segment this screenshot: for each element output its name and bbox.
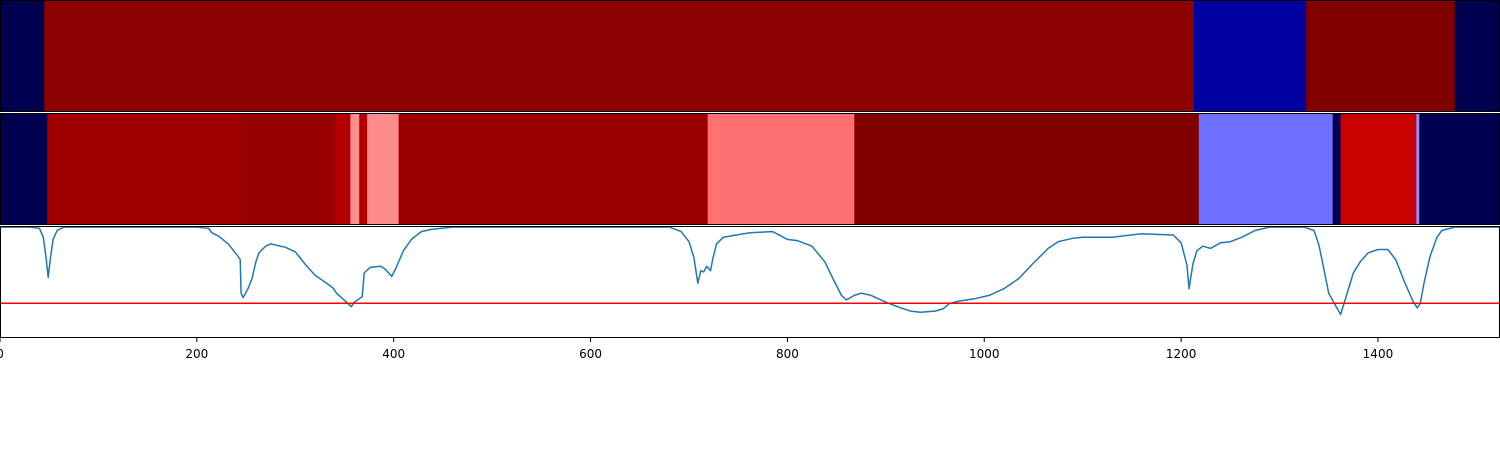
segment-2-5 xyxy=(359,113,368,225)
x-tick-label: 400 xyxy=(382,347,405,361)
segment-2-13 xyxy=(1416,113,1420,225)
x-tick-label: 200 xyxy=(185,347,208,361)
x-tick-label: 1400 xyxy=(1363,347,1394,361)
segment-2-14 xyxy=(1419,113,1500,225)
x-tick-label: 0 xyxy=(0,347,4,361)
segmentation-row-2-panel xyxy=(0,113,1500,225)
segment-2-12 xyxy=(1340,113,1417,225)
segment-2-11 xyxy=(1332,113,1342,225)
segment-2-3 xyxy=(335,113,351,225)
signal-line-series xyxy=(0,226,1500,316)
x-tick-label: 600 xyxy=(579,347,602,361)
signal-line-panel xyxy=(0,226,1500,338)
segment-1-4 xyxy=(1454,0,1500,112)
segment-1-2 xyxy=(1193,0,1307,112)
segment-2-2 xyxy=(241,113,337,225)
x-tick-label: 1000 xyxy=(969,347,1000,361)
segment-1-1 xyxy=(44,0,1195,112)
segment-2-7 xyxy=(398,113,709,225)
segment-2-9 xyxy=(854,113,1200,225)
line-panel-background xyxy=(0,226,1500,338)
segmentation-row-1-panel xyxy=(0,0,1500,112)
segment-2-1 xyxy=(47,113,242,225)
segment-2-10 xyxy=(1198,113,1334,225)
segment-2-0 xyxy=(0,113,48,225)
segment-2-8 xyxy=(707,113,855,225)
x-axis: 0 200 400 600 800 1000 1200 1400 xyxy=(0,338,1393,361)
segment-1-3 xyxy=(1306,0,1456,112)
segment-2-4 xyxy=(350,113,360,225)
segment-2-6 xyxy=(367,113,400,225)
x-tick-label: 800 xyxy=(776,347,799,361)
x-tick-label: 1200 xyxy=(1166,347,1197,361)
segment-1-0 xyxy=(0,0,45,112)
